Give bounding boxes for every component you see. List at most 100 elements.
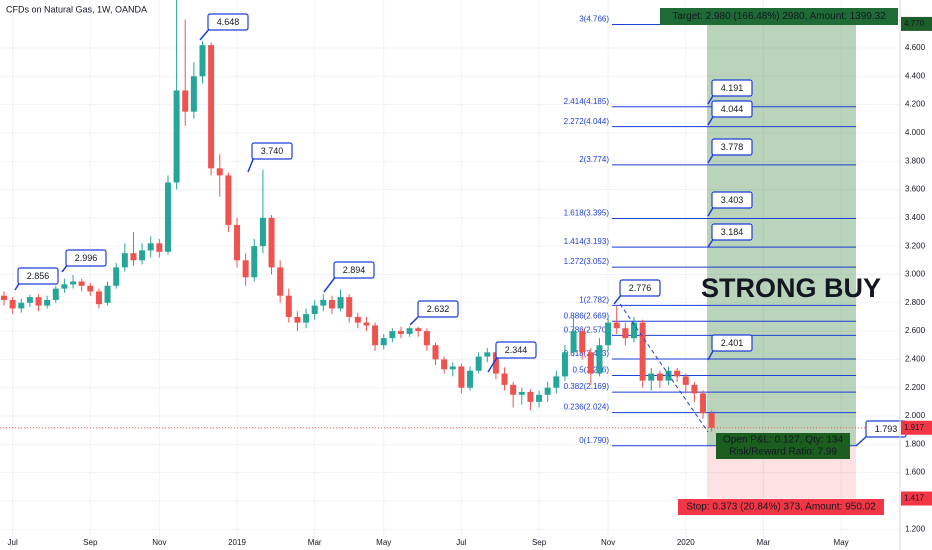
candle-body [587, 352, 594, 374]
candle-body [397, 331, 404, 334]
callout-text: 4.191 [721, 83, 744, 93]
callout-pointer [487, 355, 499, 373]
candle-body [596, 345, 603, 374]
candle-body [527, 391, 534, 402]
candle-body [113, 267, 120, 286]
y-tick-label: 2.000 [905, 411, 926, 420]
candle-body [277, 267, 284, 296]
candle-body [216, 168, 223, 176]
target-text: Target: 2.980 (166.48%) 2980, Amount: 13… [672, 11, 886, 22]
candle-body [208, 45, 215, 169]
y-tick-label: 1.200 [905, 524, 926, 533]
price-label: 4.770 [904, 19, 925, 28]
candle-body [561, 352, 568, 377]
candle-body [346, 297, 353, 317]
candle-body [674, 370, 681, 377]
candle-body [52, 288, 59, 300]
candle-body [475, 356, 482, 371]
candle-body [605, 322, 612, 346]
candle-body [35, 297, 42, 306]
callout-text: 3.778 [721, 142, 744, 152]
candle-body [147, 243, 154, 251]
x-tick-label: May [834, 538, 849, 547]
pnl-box [716, 433, 850, 459]
x-tick-label: Jul [8, 538, 18, 547]
price-label-box [901, 420, 932, 435]
fib-label: 1.272(3.052) [564, 257, 610, 266]
x-tick-label: May [376, 538, 391, 547]
candle-body [294, 316, 301, 323]
fib-label: 0.236(2.024) [564, 403, 610, 412]
pnl-text: Open P&L: 0.127, Qty: 134 [723, 435, 844, 446]
callout-box [207, 13, 249, 31]
candle-body [432, 345, 439, 360]
y-tick-label: 3.200 [905, 241, 926, 250]
y-tick-label: 1.600 [905, 468, 926, 477]
candle-body [570, 331, 577, 353]
candle-body [285, 295, 292, 317]
fib-label: 0.886(2.669) [564, 311, 610, 320]
candle-body [553, 376, 560, 388]
candle-body [665, 370, 672, 381]
candle-body [70, 281, 77, 285]
candle-body [121, 253, 128, 268]
candle-body [389, 331, 396, 339]
callout-text: 4.648 [217, 17, 240, 27]
y-tick-label: 4.400 [905, 71, 926, 80]
callout-box [711, 334, 753, 352]
candle-body [415, 328, 422, 332]
x-tick-label: Sep [83, 538, 98, 547]
candle-body [363, 322, 370, 326]
y-tick-label: 3.000 [905, 270, 926, 279]
x-tick-label: Mar [308, 538, 322, 547]
callout-box [417, 300, 459, 318]
x-tick-label: Mar [757, 538, 771, 547]
callout-text: 3.403 [721, 195, 744, 205]
candle-body [613, 322, 620, 329]
pnl-text: Risk/Reward Ratio: 7.99 [729, 447, 837, 458]
x-tick-label: Nov [152, 538, 166, 547]
callout-box [711, 138, 753, 156]
fib-label: 1(2.782) [579, 295, 609, 304]
candle-body [518, 391, 525, 395]
x-tick-label: 2019 [228, 538, 246, 547]
callout-text: 2.344 [505, 345, 528, 355]
callout-box [711, 79, 753, 97]
callout-text: 2.996 [75, 253, 98, 263]
candle-body [648, 373, 655, 381]
candle-body [337, 297, 344, 309]
y-tick-label: 2.200 [905, 383, 926, 392]
fib-label: 2.414(4.185) [564, 97, 610, 106]
callout-text: 3.740 [261, 146, 284, 156]
candle-body [9, 299, 16, 309]
callout-text: 2.894 [343, 265, 366, 275]
y-tick-label: 4.600 [905, 43, 926, 52]
callout-text: 2.401 [721, 338, 744, 348]
x-tick-label: Sep [532, 538, 547, 547]
fib-label: 0.618(2.403) [564, 349, 610, 358]
x-tick-label: Nov [601, 538, 615, 547]
callout-box [711, 191, 753, 209]
y-tick-label: 4.200 [905, 100, 926, 109]
y-tick-label: 2.600 [905, 326, 926, 335]
candle-body [501, 373, 508, 385]
chart-title: CFDs on Natural Gas, 1W, OANDA [6, 4, 147, 14]
candle-body [18, 302, 25, 309]
candle-body [130, 253, 137, 261]
y-tick-label: 3.800 [905, 156, 926, 165]
x-tick-label: 2020 [677, 538, 695, 547]
fib-label: 2(3.774) [579, 155, 609, 164]
candle-body [311, 305, 318, 315]
callout-box [619, 279, 661, 297]
candle-body [87, 285, 94, 292]
callout-text: 4.044 [721, 104, 744, 114]
signal-text: STRONG BUY [701, 273, 881, 303]
candle-body [182, 90, 189, 112]
fib-label: 0(1.790) [579, 436, 609, 445]
projection-line [619, 303, 709, 433]
stop-box [678, 499, 884, 515]
y-tick-label: 3.600 [905, 185, 926, 194]
candle-body [26, 297, 33, 303]
candle-body [173, 90, 180, 183]
